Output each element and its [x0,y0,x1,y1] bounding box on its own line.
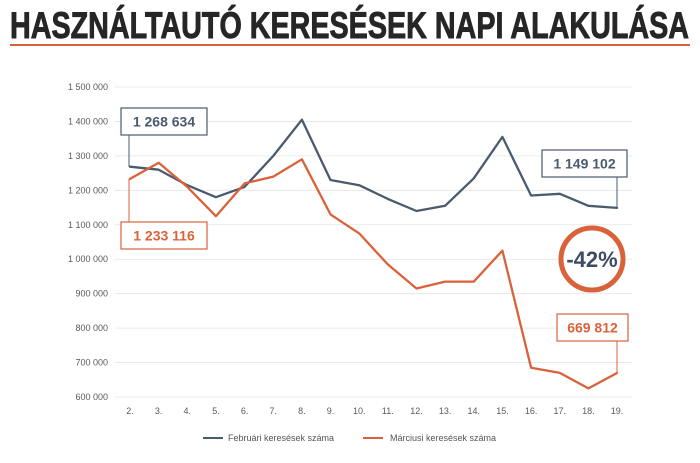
annotation-value: 1 233 116 [133,228,195,244]
annotation-march-last: 669 812 [556,313,629,373]
annotation-value: 669 812 [567,320,618,336]
legend-item: Februári keresések száma [203,433,334,443]
x-tick-label: 6. [241,406,249,416]
x-tick-label: 13. [439,406,452,416]
x-tick-label: 12. [410,406,423,416]
legend-label: Februári keresések száma [228,433,334,443]
y-tick-label: 900 000 [75,289,108,299]
y-tick-label: 1 100 000 [68,220,108,230]
y-tick-label: 700 000 [75,358,108,368]
annotation-value: 1 268 634 [133,114,195,130]
annotation-february-first: 1 268 634 [120,107,208,167]
x-tick-label: 18. [582,406,595,416]
annotation-february-last: 1 149 102 [541,149,628,208]
y-tick-label: 1 400 000 [68,116,108,126]
series-lines [128,118,619,390]
callout-percent: -42% [566,247,617,272]
x-tick-label: 17. [553,406,566,416]
legend-label: Márciusi keresések száma [390,433,496,443]
annotation-value: 1 149 102 [553,156,615,172]
x-axis-tick-labels: 2. 3. 4. 5. 6. 7. 8. 9. 10. 11. 12. 13. 14. 15. 16. 17.… [126,406,623,416]
x-tick-label: 7. [269,406,277,416]
y-tick-label: 1 500 000 [68,82,108,92]
x-tick-label: 15. [496,406,509,416]
x-tick-label: 4. [184,406,192,416]
x-tick-label: 3. [155,406,163,416]
x-tick-label: 14. [468,406,481,416]
annotation-box [120,107,208,136]
x-tick-label: 8. [298,406,306,416]
y-tick-label: 800 000 [75,323,108,333]
callout-ring [558,225,626,293]
x-tick-label: 16. [525,406,538,416]
x-tick-label: 10. [353,406,366,416]
annotation-box [556,313,629,342]
x-tick-label: 19. [611,406,624,416]
series-line-march [128,158,619,390]
title-underline [10,44,690,46]
legend-item: Márciusi keresések száma [363,433,496,443]
annotation-box [120,221,208,250]
legend: Februári keresések száma Márciusi keresés… [203,433,496,443]
x-tick-label: 2. [126,406,134,416]
chart-title: HASZNÁLTAUTÓ KERESÉSEK NAPI ALAKULÁSA [10,4,689,46]
annotation-box [541,149,628,178]
series-line-february [128,118,619,213]
x-tick-label: 9. [327,406,335,416]
y-axis-tick-labels: 600 000 700 000 800 000 900 000 1 000 000 1 1… [68,82,108,402]
y-tick-label: 1 000 000 [68,254,108,264]
y-tick-label: 1 200 000 [68,185,108,195]
y-tick-label: 1 300 000 [68,151,108,161]
value-annotations: 1 268 634 1 233 116 1 149 102 669 812 [120,107,629,373]
x-tick-label: 11. [382,406,394,416]
change-callout: -42% [558,225,626,293]
x-tick-label: 5. [212,406,220,416]
y-tick-label: 600 000 [75,392,108,402]
annotation-march-first: 1 233 116 [120,178,208,250]
